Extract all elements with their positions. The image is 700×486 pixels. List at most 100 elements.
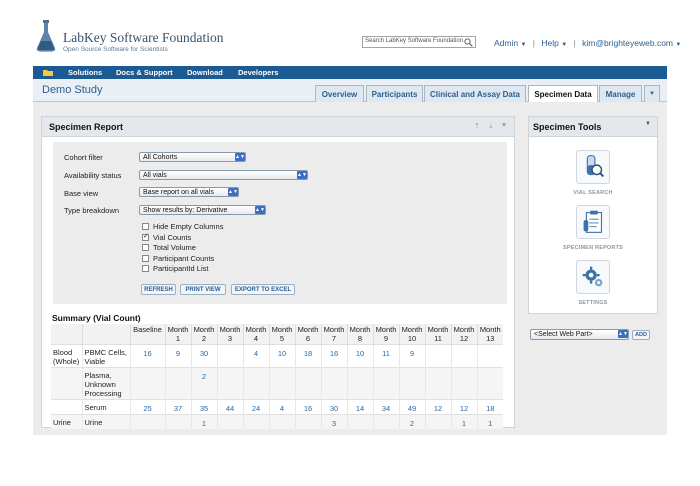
- specimen-type-cell: [51, 367, 82, 400]
- availability-status-select[interactable]: All vials ▲▼: [139, 170, 308, 180]
- vial-count-cell[interactable]: 18: [476, 399, 503, 415]
- tab-specimen-data[interactable]: Specimen Data: [528, 85, 598, 103]
- admin-menu[interactable]: Admin: [494, 38, 519, 48]
- vial-count-cell[interactable]: 49: [398, 399, 425, 415]
- vial-count-cell[interactable]: 9: [164, 344, 191, 368]
- vial-search-tool[interactable]: VIAL SEARCH: [529, 150, 657, 196]
- vial-count-cell: [268, 367, 295, 400]
- vial-count-cell: [424, 344, 451, 368]
- vial-count-cell[interactable]: 10: [268, 344, 295, 368]
- header-col: Month 12: [450, 324, 477, 345]
- specimen-tools-title: Specimen Tools: [533, 122, 602, 132]
- vial-count-cell[interactable]: 14: [346, 399, 373, 415]
- vial-count-cell[interactable]: 1: [450, 414, 477, 429]
- header-col: Month 5: [268, 324, 295, 345]
- user-caret-icon[interactable]: ▼: [675, 42, 682, 48]
- vial-search-icon[interactable]: [576, 150, 610, 184]
- vial-count-cell[interactable]: 10: [346, 344, 373, 368]
- vial-count-cell[interactable]: 37: [164, 399, 191, 415]
- summary-title: Summary (Vial Count): [52, 313, 141, 323]
- vial-count-cell[interactable]: 16: [320, 344, 347, 368]
- vial-count-cell: [129, 414, 165, 429]
- vial-count-cell[interactable]: 1: [190, 414, 217, 429]
- tools-menu-chevron-icon[interactable]: ▼: [645, 121, 651, 127]
- option-participant-counts[interactable]: Participant Counts: [142, 254, 214, 263]
- print-view-button[interactable]: PRINT VIEW: [180, 284, 226, 295]
- vial-count-cell[interactable]: 12: [450, 399, 477, 415]
- add-web-part-button[interactable]: ADD: [632, 330, 650, 340]
- type-breakdown-label: Type breakdown: [64, 206, 120, 215]
- export-to-excel-button[interactable]: EXPORT TO EXCEL: [231, 284, 295, 295]
- tab-participants[interactable]: Participants: [366, 85, 423, 102]
- settings-label[interactable]: SETTINGS: [578, 300, 608, 306]
- vial-count-cell: [372, 414, 399, 429]
- option-hide-empty-columns[interactable]: Hide Empty Columns: [142, 222, 223, 231]
- vial-count-cell[interactable]: 4: [268, 399, 295, 415]
- folder-icon[interactable]: [43, 69, 53, 76]
- vial-count-cell[interactable]: 2: [398, 414, 425, 429]
- tab-manage[interactable]: Manage: [599, 85, 642, 102]
- option-total-volume[interactable]: Total Volume: [142, 243, 196, 252]
- select-arrow-icon: ▲▼: [228, 188, 238, 196]
- select-arrow-icon: ▲▼: [235, 153, 245, 161]
- vial-count-cell[interactable]: 24: [242, 399, 269, 415]
- vial-count-cell[interactable]: 44: [216, 399, 243, 415]
- close-icon[interactable]: ×: [502, 122, 507, 129]
- vial-count-cell[interactable]: 35: [190, 399, 217, 415]
- type-breakdown-select[interactable]: Show results by: Derivative ▲▼: [139, 205, 266, 215]
- search-input[interactable]: Search LabKey Software Foundation: [365, 38, 464, 44]
- checkbox[interactable]: [142, 244, 149, 251]
- search-icon[interactable]: [464, 38, 473, 47]
- vial-count-cell[interactable]: 12: [424, 399, 451, 415]
- menu-developers[interactable]: Developers: [238, 68, 279, 77]
- menu-solutions[interactable]: Solutions: [68, 68, 103, 77]
- availability-status-value: All vials: [143, 172, 167, 179]
- move-down-icon[interactable]: ⇣: [488, 123, 494, 130]
- vial-count-cell[interactable]: 30: [320, 399, 347, 415]
- specimen-tools-header: Specimen Tools ▼: [529, 117, 657, 137]
- cohort-filter-label: Cohort filter: [64, 153, 103, 162]
- user-menu[interactable]: kim@brighteyeweb.com: [582, 38, 673, 48]
- help-menu[interactable]: Help: [541, 38, 559, 48]
- vial-count-cell[interactable]: 30: [190, 344, 217, 368]
- vial-count-cell[interactable]: 4: [242, 344, 269, 368]
- vial-count-cell[interactable]: 18: [294, 344, 321, 368]
- vial-count-cell[interactable]: 34: [372, 399, 399, 415]
- vial-count-cell[interactable]: 9: [398, 344, 425, 368]
- option-participantid-list[interactable]: ParticipantId List: [142, 264, 208, 273]
- vial-count-cell[interactable]: 2: [190, 367, 217, 400]
- checkbox[interactable]: [142, 223, 149, 230]
- search-box[interactable]: Search LabKey Software Foundation: [362, 36, 476, 48]
- refresh-button[interactable]: REFRESH: [141, 284, 176, 295]
- vial-count-cell[interactable]: 16: [129, 344, 165, 368]
- move-up-icon[interactable]: ⇡: [474, 123, 480, 130]
- cohort-filter-select[interactable]: All Cohorts ▲▼: [139, 152, 246, 162]
- tab-more-chevron-icon[interactable]: ▼: [644, 85, 660, 102]
- menu-download[interactable]: Download: [187, 68, 223, 77]
- header-col: Baseline: [129, 324, 165, 345]
- specimen-reports-label[interactable]: SPECIMEN REPORTS: [562, 245, 624, 251]
- web-part-select[interactable]: <Select Web Part> ▲▼: [530, 329, 629, 340]
- settings-icon[interactable]: [576, 260, 610, 294]
- specimen-type-cell: Blood (Whole): [51, 344, 82, 368]
- checkbox[interactable]: [142, 265, 149, 272]
- admin-caret-icon[interactable]: ▼: [520, 42, 527, 48]
- checkbox[interactable]: [142, 255, 149, 262]
- vial-count-cell[interactable]: 25: [129, 399, 165, 415]
- option-vial-counts[interactable]: Vial Counts: [142, 232, 191, 242]
- checkbox[interactable]: [142, 232, 149, 241]
- specimen-reports-tool[interactable]: SPECIMEN REPORTS: [529, 205, 657, 251]
- vial-count-cell[interactable]: 16: [294, 399, 321, 415]
- specimen-reports-icon[interactable]: [576, 205, 610, 239]
- vial-count-cell[interactable]: 3: [320, 414, 347, 429]
- vial-count-cell[interactable]: 1: [476, 414, 503, 429]
- vial-search-label[interactable]: VIAL SEARCH: [573, 190, 613, 196]
- base-view-select[interactable]: Base report on all vials ▲▼: [139, 187, 239, 197]
- vial-count-cell[interactable]: 11: [372, 344, 399, 368]
- settings-tool[interactable]: SETTINGS: [529, 260, 657, 306]
- org-name[interactable]: LabKey Software Foundation: [63, 30, 224, 45]
- help-caret-icon[interactable]: ▼: [561, 42, 568, 48]
- tab-clinical-assay-data[interactable]: Clinical and Assay Data: [424, 85, 526, 102]
- tab-overview[interactable]: Overview: [315, 85, 364, 102]
- menu-docs-support[interactable]: Docs & Support: [116, 68, 173, 77]
